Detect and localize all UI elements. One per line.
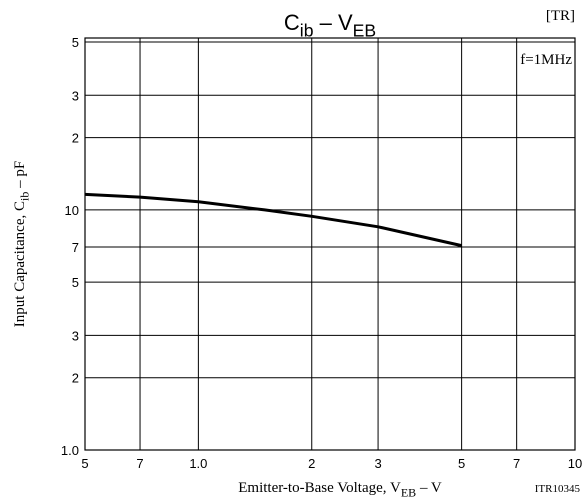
plot-frame <box>84 37 576 451</box>
annotation: f=1MHz <box>520 52 572 68</box>
y-tick-label: 5 <box>72 275 79 290</box>
annotation: [TR] <box>546 8 575 24</box>
x-tick-label: 2 <box>308 456 315 471</box>
x-tick-label: 3 <box>374 456 381 471</box>
y-tick-label: 1.0 <box>61 443 79 458</box>
y-tick-label: 7 <box>72 240 79 255</box>
annotation: ITR10345 <box>535 483 581 495</box>
x-tick-label: 5 <box>81 456 88 471</box>
y-tick-label: 10 <box>65 203 79 218</box>
line-series <box>84 192 462 248</box>
x-axis-label-part: EB <box>401 486 416 499</box>
y-tick-label: 2 <box>72 371 79 386</box>
x-tick-label: 7 <box>513 456 520 471</box>
y-axis-label-part: ib <box>18 192 32 201</box>
x-axis-label-part: – V <box>416 480 442 496</box>
y-tick-label: 3 <box>72 328 79 343</box>
x-axis-label-part: Emitter-to-Base Voltage, V <box>238 480 401 496</box>
chart-title-part: EB <box>353 21 376 41</box>
x-tick-label: 1.0 <box>189 456 207 471</box>
x-tick-label: 5 <box>458 456 465 471</box>
chart-title-part: ib <box>300 21 314 41</box>
y-tick-label: 5 <box>72 35 79 50</box>
y-axis-label-part: Input Capacitance, C <box>12 201 28 327</box>
x-tick-label: 7 <box>136 456 143 471</box>
y-tick-label: 3 <box>72 88 79 103</box>
chart-title-part: – V <box>313 10 352 35</box>
y-axis-label-part: – pF <box>12 161 28 192</box>
x-tick-label: 10 <box>568 456 582 471</box>
chart-title-part: C <box>284 10 300 35</box>
x-axis-label: Emitter-to-Base Voltage, VEB – V <box>238 480 442 499</box>
y-tick-label: 2 <box>72 131 79 146</box>
chart-title: Cib – VEB <box>284 10 376 41</box>
y-axis-label: Input Capacitance, Cib – pF <box>12 161 32 327</box>
